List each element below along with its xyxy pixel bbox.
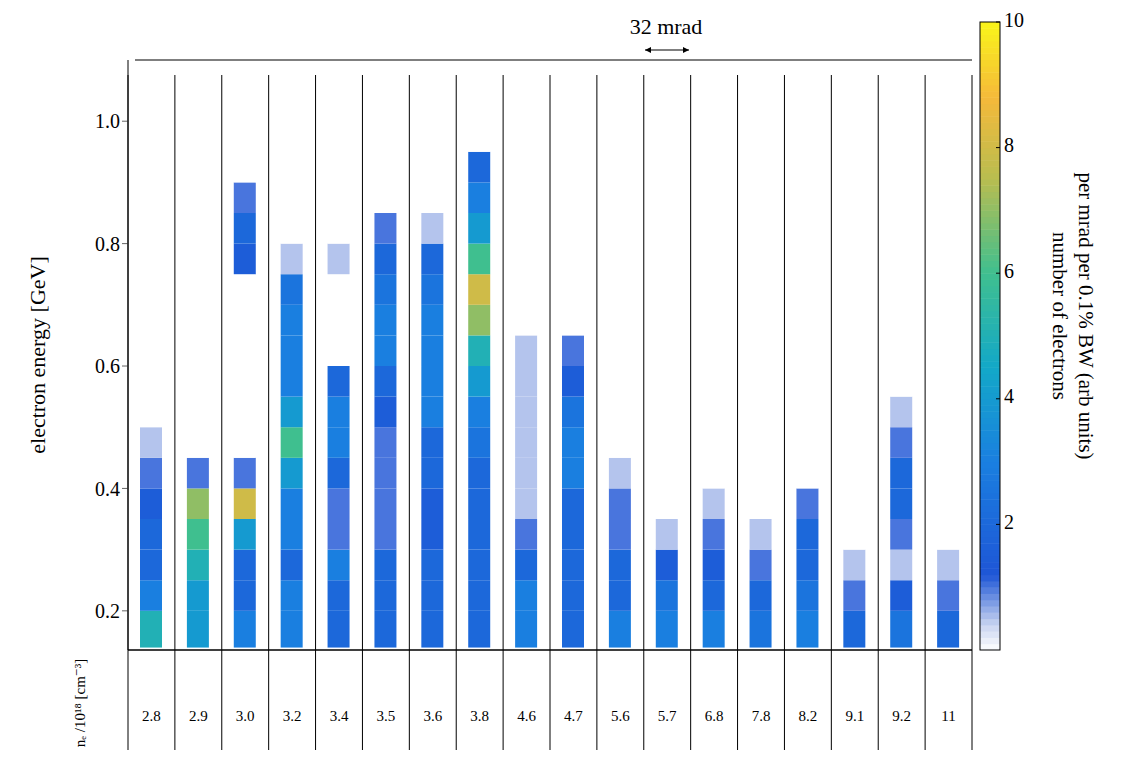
svg-text:6: 6: [1004, 260, 1014, 282]
svg-text:5.6: 5.6: [611, 708, 630, 724]
svg-text:8: 8: [1004, 134, 1014, 156]
svg-text:0.8: 0.8: [95, 233, 120, 255]
svg-text:electron energy [GeV]: electron energy [GeV]: [25, 256, 50, 454]
svg-text:8.2: 8.2: [799, 708, 818, 724]
svg-text:10: 10: [1004, 9, 1024, 31]
svg-text:3.4: 3.4: [330, 708, 349, 724]
svg-text:4.7: 4.7: [564, 708, 583, 724]
svg-text:number of electrons: number of electrons: [1048, 232, 1072, 400]
svg-text:4.6: 4.6: [517, 708, 536, 724]
svg-text:9.1: 9.1: [845, 708, 864, 724]
svg-text:0.6: 0.6: [95, 355, 120, 377]
svg-text:nₑ /10¹⁸ [cm⁻³]: nₑ /10¹⁸ [cm⁻³]: [72, 659, 88, 747]
svg-text:3.5: 3.5: [377, 708, 396, 724]
svg-text:4: 4: [1004, 385, 1014, 407]
svg-text:6.8: 6.8: [705, 708, 724, 724]
svg-text:2.8: 2.8: [142, 708, 161, 724]
svg-text:3.6: 3.6: [423, 708, 442, 724]
svg-text:3.2: 3.2: [283, 708, 302, 724]
svg-text:1.0: 1.0: [95, 110, 120, 132]
svg-text:9.2: 9.2: [892, 708, 911, 724]
svg-text:11: 11: [941, 708, 955, 724]
svg-text:5.7: 5.7: [658, 708, 677, 724]
svg-text:3.8: 3.8: [470, 708, 489, 724]
svg-text:2.9: 2.9: [189, 708, 208, 724]
svg-text:per mrad per 0.1% BW (arb uni: per mrad per 0.1% BW (arb units): [1074, 172, 1098, 459]
svg-text:32 mrad: 32 mrad: [630, 14, 703, 39]
svg-text:0.4: 0.4: [95, 478, 120, 500]
svg-text:7.8: 7.8: [752, 708, 771, 724]
svg-text:3.0: 3.0: [236, 708, 255, 724]
svg-text:0.2: 0.2: [95, 600, 120, 622]
svg-text:2: 2: [1004, 511, 1014, 533]
